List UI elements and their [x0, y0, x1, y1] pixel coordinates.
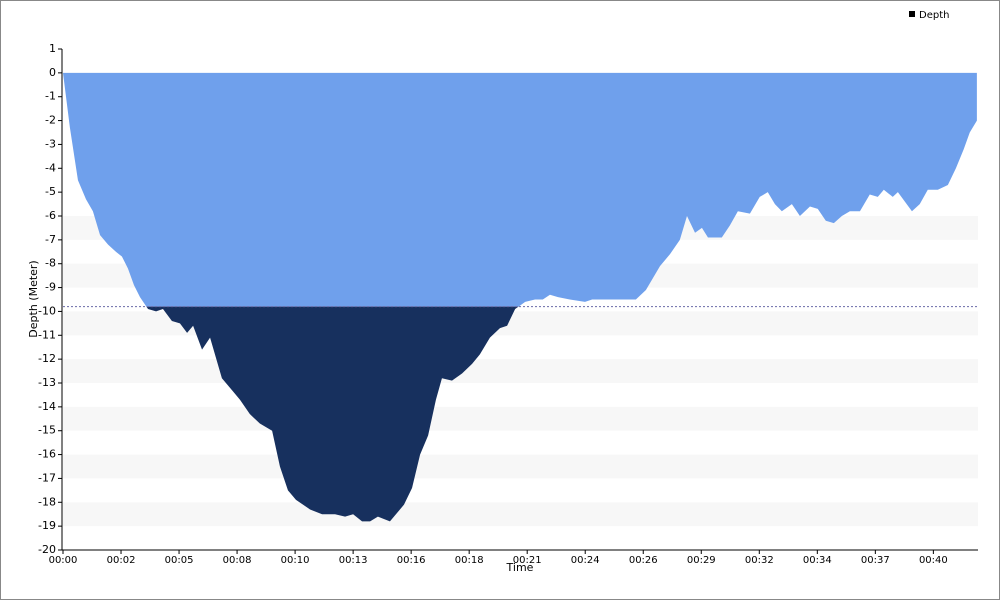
x-tick-label: 00:10	[281, 555, 310, 566]
depth-area-below-threshold	[146, 306, 519, 522]
y-tick-label: -11	[38, 328, 56, 341]
y-tick-label: -15	[38, 424, 56, 437]
y-tick-label: -8	[45, 257, 56, 270]
y-tick-label: -17	[38, 471, 56, 484]
x-tick-label: 00:13	[339, 555, 368, 566]
y-tick-label: -10	[38, 304, 56, 317]
y-tick-label: -13	[38, 376, 56, 389]
x-tick-label: 00:29	[687, 555, 716, 566]
y-tick-label: 1	[49, 42, 56, 55]
y-tick-label: -1	[45, 90, 56, 103]
y-tick-label: -2	[45, 114, 56, 127]
y-tick-label: -16	[38, 448, 56, 461]
y-tick-label: -18	[38, 495, 56, 508]
y-tick-label: -5	[45, 185, 56, 198]
grid-band	[63, 454, 978, 479]
x-tick-label: 00:37	[861, 555, 890, 566]
x-tick-label: 00:21	[513, 555, 542, 566]
y-tick-label: -6	[45, 209, 56, 222]
y-tick-label: -19	[38, 519, 56, 532]
x-tick-label: 00:24	[571, 555, 600, 566]
x-tick-label: 00:16	[397, 555, 426, 566]
y-tick-label: -3	[45, 137, 56, 150]
x-tick-label: 00:26	[629, 555, 658, 566]
x-tick-label: 00:08	[223, 555, 252, 566]
x-tick-label: 00:34	[803, 555, 832, 566]
legend-label: Depth	[919, 10, 949, 21]
y-tick-label: -7	[45, 233, 56, 246]
y-tick-label: -20	[38, 543, 56, 556]
grid-band	[63, 406, 978, 431]
grid-band	[63, 359, 978, 383]
x-tick-label: 00:18	[455, 555, 484, 566]
y-axis-title: Depth (Meter)	[27, 260, 40, 337]
y-tick-label: 0	[49, 66, 56, 79]
x-tick-label: 00:32	[745, 555, 774, 566]
y-tick-label: -14	[38, 400, 56, 413]
x-tick-label: 00:05	[165, 555, 194, 566]
x-axis-title: Time	[506, 561, 534, 574]
grid-band	[63, 502, 978, 527]
y-tick-label: -9	[45, 281, 56, 294]
x-tick-label: 00:00	[49, 555, 78, 566]
depth-area	[63, 72, 977, 307]
x-tick-label: 00:02	[107, 555, 136, 566]
y-tick-label: -4	[45, 161, 56, 174]
y-tick-label: -12	[38, 352, 56, 365]
x-tick-label: 00:40	[919, 555, 948, 566]
legend-swatch	[909, 11, 915, 17]
